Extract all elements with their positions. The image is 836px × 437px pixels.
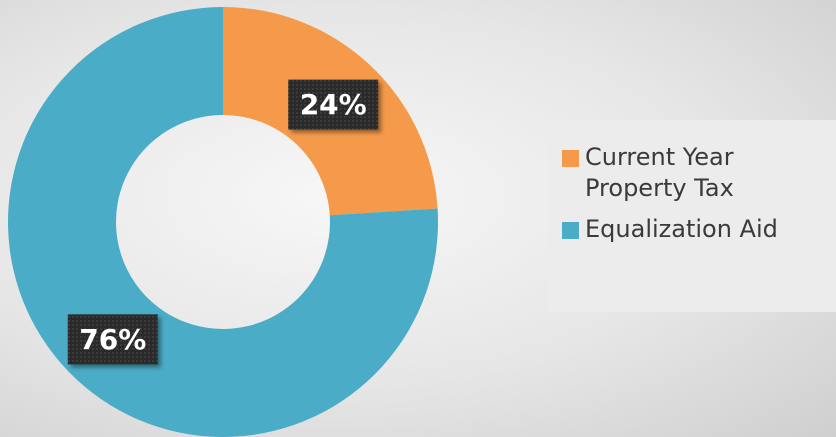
- legend-label: Equalization Aid: [585, 215, 778, 243]
- legend-item: Current Year Property Tax: [562, 142, 836, 204]
- legend: Current Year Property Tax Equalization Ai…: [548, 120, 836, 312]
- legend-swatch: [562, 150, 579, 167]
- data-label-box: [67, 314, 158, 365]
- legend-swatch: [562, 222, 579, 239]
- data-label: 24%: [300, 88, 367, 121]
- legend-item: Equalization Aid: [562, 214, 836, 245]
- chart: 24% 76%: [8, 7, 438, 437]
- data-label: 76%: [79, 323, 146, 356]
- data-label-box: [288, 79, 379, 130]
- legend-label: Current Year Property Tax: [585, 143, 734, 202]
